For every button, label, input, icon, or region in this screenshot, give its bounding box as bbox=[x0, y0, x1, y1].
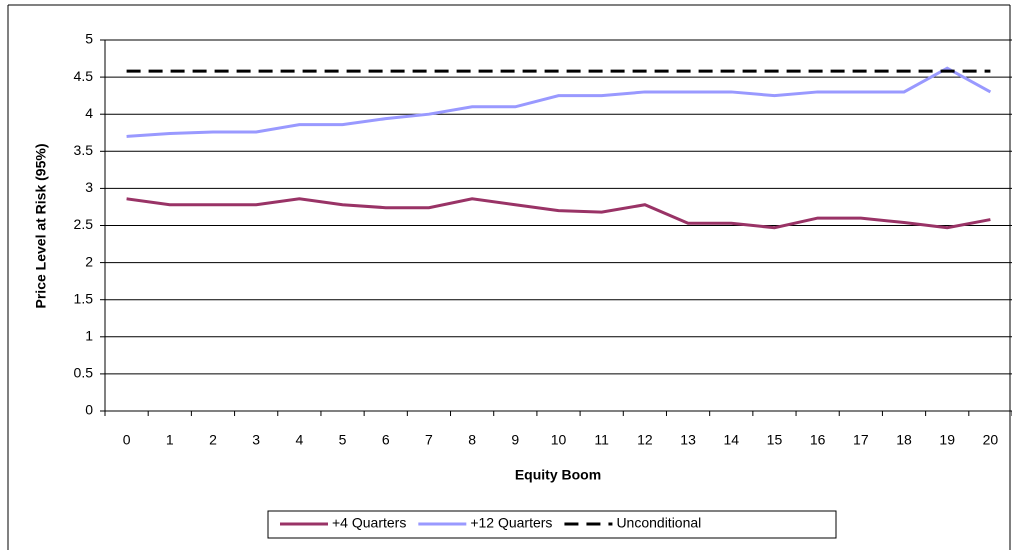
x-tick-label: 6 bbox=[382, 432, 390, 448]
x-tick-label: 19 bbox=[939, 432, 955, 448]
y-tick-label: 1.5 bbox=[74, 290, 94, 306]
legend-label: Unconditional bbox=[616, 515, 701, 531]
y-tick-label: 0.5 bbox=[74, 365, 94, 381]
y-tick-label: 3 bbox=[85, 179, 93, 195]
x-tick-label: 15 bbox=[767, 432, 783, 448]
x-tick-label: 4 bbox=[295, 432, 303, 448]
x-tick-label: 16 bbox=[810, 432, 826, 448]
series-line bbox=[126, 197, 991, 230]
x-tick-label: 14 bbox=[723, 432, 739, 448]
legend-label: +12 Quarters bbox=[470, 515, 552, 531]
y-tick-label: 4.5 bbox=[74, 68, 94, 84]
x-tick-label: 1 bbox=[166, 432, 174, 448]
series-line bbox=[126, 66, 992, 138]
y-tick-label: 2 bbox=[85, 253, 93, 269]
legend-label: +4 Quarters bbox=[332, 515, 406, 531]
y-tick-label: 2.5 bbox=[74, 216, 94, 232]
x-axis-title: Equity Boom bbox=[515, 467, 601, 483]
y-tick-label: 1 bbox=[85, 328, 93, 344]
x-tick-label: 3 bbox=[252, 432, 260, 448]
y-axis-title: Price Level at Risk (95%) bbox=[33, 144, 49, 309]
y-tick-label: 4 bbox=[85, 105, 93, 121]
x-tick-label: 8 bbox=[468, 432, 476, 448]
x-tick-label: 5 bbox=[339, 432, 347, 448]
x-tick-label: 20 bbox=[983, 432, 999, 448]
x-tick-label: 11 bbox=[594, 432, 609, 448]
y-tick-label: 3.5 bbox=[74, 142, 94, 158]
x-tick-label: 12 bbox=[637, 432, 653, 448]
y-tick-label: 5 bbox=[85, 31, 93, 47]
x-tick-label: 7 bbox=[425, 432, 433, 448]
x-tick-label: 2 bbox=[209, 432, 217, 448]
x-tick-label: 17 bbox=[853, 432, 869, 448]
y-tick-label: 0 bbox=[85, 402, 93, 418]
x-tick-label: 10 bbox=[551, 432, 567, 448]
x-tick-label: 13 bbox=[680, 432, 696, 448]
legend-box bbox=[267, 510, 837, 539]
x-tick-label: 0 bbox=[123, 432, 131, 448]
x-tick-label: 18 bbox=[896, 432, 912, 448]
x-tick-label: 9 bbox=[511, 432, 519, 448]
